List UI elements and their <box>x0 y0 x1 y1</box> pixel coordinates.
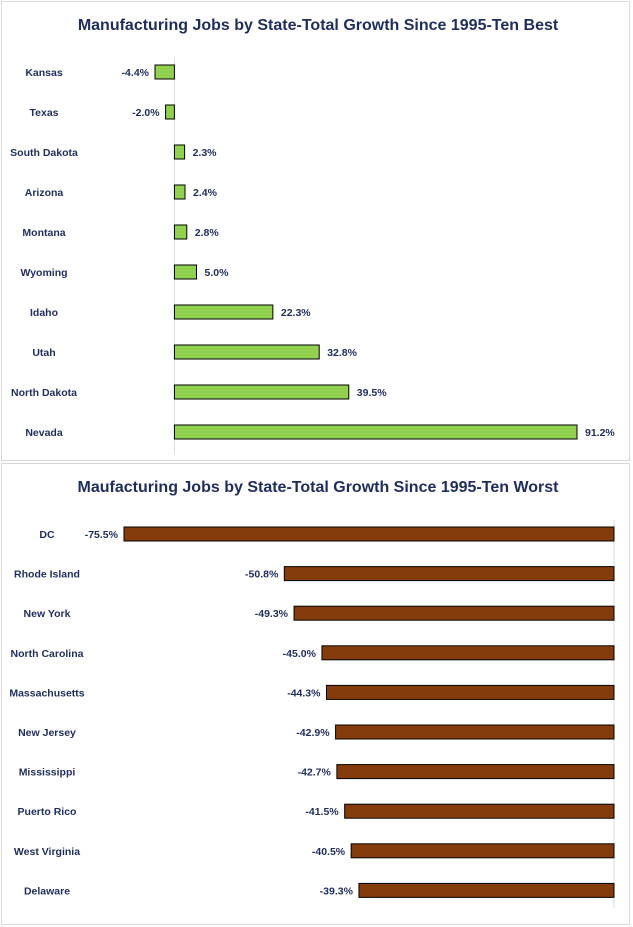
category-label: Mississippi <box>19 767 76 779</box>
data-label: -2.0% <box>132 107 160 119</box>
data-label: 2.8% <box>195 227 220 239</box>
category-label: Nevada <box>25 427 63 439</box>
data-label: -49.3% <box>255 608 289 620</box>
chart-best-svg: Manufacturing Jobs by State-Total Growth… <box>10 17 615 454</box>
bar-mississippi <box>336 764 615 780</box>
bar-kansas <box>154 64 175 80</box>
category-label: Delaware <box>24 885 70 897</box>
category-label: New York <box>24 608 71 620</box>
bar-nevada <box>173 424 578 440</box>
category-label: DC <box>39 529 55 541</box>
chart-worst-svg: Maufacturing Jobs by State-Total Growth … <box>9 479 615 908</box>
category-label: Wyoming <box>20 267 67 279</box>
data-label: -41.5% <box>305 806 339 818</box>
category-label: Idaho <box>30 307 58 319</box>
chart-best: Manufacturing Jobs by State-Total Growth… <box>1 1 630 461</box>
category-label: Arizona <box>25 187 64 199</box>
data-label: 91.2% <box>585 427 615 439</box>
category-label: New Jersey <box>18 727 76 739</box>
data-label: 2.3% <box>193 147 218 159</box>
bar-delaware <box>358 882 615 898</box>
data-label: -42.7% <box>298 767 332 779</box>
category-label: Massachusetts <box>9 687 84 699</box>
category-label: Kansas <box>25 67 63 79</box>
category-label: Texas <box>30 107 59 119</box>
bar-texas <box>165 104 175 120</box>
data-label: 5.0% <box>204 267 229 279</box>
data-label: -42.9% <box>296 727 330 739</box>
bar-north-carolina <box>321 645 615 661</box>
bar-massachusetts <box>325 684 615 700</box>
bar-rhode-island <box>283 566 615 582</box>
bar-south-dakota <box>173 144 186 160</box>
bar-arizona <box>173 184 186 200</box>
bar-utah <box>173 344 320 360</box>
category-label: North Carolina <box>11 648 84 660</box>
bar-north-dakota <box>173 384 350 400</box>
bar-puerto-rico <box>344 803 615 819</box>
chart-worst-title: Maufacturing Jobs by State-Total Growth … <box>78 479 560 496</box>
data-label: 39.5% <box>357 387 387 399</box>
category-label: Montana <box>22 227 65 239</box>
data-label: -40.5% <box>312 846 346 858</box>
bar-dc <box>123 526 615 542</box>
chart-worst: Maufacturing Jobs by State-Total Growth … <box>1 463 630 925</box>
data-label: -75.5% <box>85 529 119 541</box>
data-label: 32.8% <box>327 347 357 359</box>
bar-idaho <box>173 304 274 320</box>
chart-best-title: Manufacturing Jobs by State-Total Growth… <box>78 17 559 34</box>
category-label: Rhode Island <box>14 569 80 581</box>
data-label: -44.3% <box>287 687 321 699</box>
bar-wyoming <box>173 264 197 280</box>
data-label: 2.4% <box>193 187 218 199</box>
category-label: South Dakota <box>10 147 78 159</box>
bar-new-york <box>293 605 615 621</box>
data-label: 22.3% <box>281 307 311 319</box>
category-label: Utah <box>32 347 55 359</box>
category-label: North Dakota <box>11 387 77 399</box>
data-label: -4.4% <box>122 67 150 79</box>
bar-west-virginia <box>350 843 615 859</box>
category-label: Puerto Rico <box>18 806 77 818</box>
bar-new-jersey <box>335 724 615 740</box>
data-label: -39.3% <box>320 885 354 897</box>
data-label: -45.0% <box>283 648 317 660</box>
data-label: -50.8% <box>245 569 279 581</box>
category-label: West Virginia <box>14 846 80 858</box>
bar-montana <box>173 224 188 240</box>
